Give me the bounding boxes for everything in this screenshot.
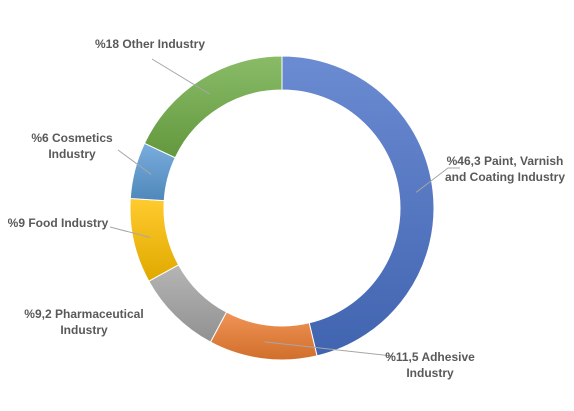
leader-line-3 bbox=[109, 226, 151, 238]
leader-line-4 bbox=[117, 149, 152, 175]
labels-group: %46,3 Paint, Varnish and Coating Industry… bbox=[8, 37, 566, 380]
leader-line-0 bbox=[415, 167, 460, 193]
slice-2 bbox=[148, 264, 228, 343]
data-label-1: %11,5 Adhesive Industry bbox=[385, 350, 475, 380]
slices-group bbox=[129, 55, 435, 361]
slice-1 bbox=[209, 311, 318, 361]
slice-5 bbox=[143, 55, 283, 159]
data-label-3: %9 Food Industry bbox=[8, 216, 109, 230]
data-label-5: %18 Other Industry bbox=[95, 37, 205, 51]
slice-0 bbox=[281, 55, 435, 357]
leader-lines-group bbox=[109, 58, 460, 357]
leader-line-1 bbox=[264, 341, 393, 357]
leader-line-5 bbox=[151, 58, 210, 95]
slice-3 bbox=[129, 197, 180, 282]
data-label-2: %9,2 Pharmaceutical Industry bbox=[24, 307, 143, 337]
data-label-4: %6 Cosmetics Industry bbox=[31, 131, 113, 161]
data-label-0: %46,3 Paint, Varnish and Coating Industry bbox=[445, 154, 565, 184]
